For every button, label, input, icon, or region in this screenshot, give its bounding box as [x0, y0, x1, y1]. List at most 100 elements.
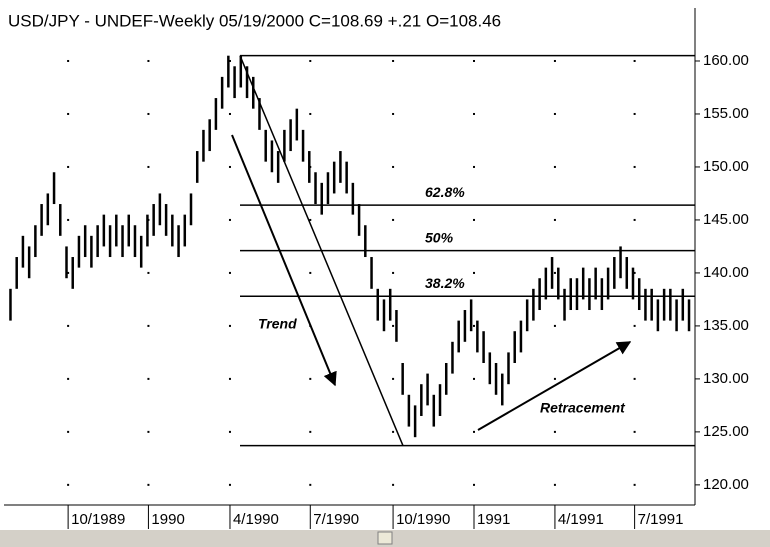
grid-dot: [473, 430, 476, 433]
price-bar: [177, 225, 180, 258]
price-bar: [270, 140, 274, 173]
grid-dot: [67, 483, 70, 486]
price-bar: [158, 193, 162, 226]
price-bar: [494, 363, 498, 395]
trend-line: [239, 55, 404, 446]
grid-dot: [392, 59, 395, 62]
price-bar: [320, 182, 323, 215]
price-bar: [71, 257, 74, 289]
price-bar: [675, 299, 678, 332]
grid-dot: [553, 430, 556, 433]
grid-dot: [147, 430, 150, 433]
grid-dot: [633, 377, 636, 380]
price-bar: [625, 257, 629, 289]
price-bar: [121, 225, 124, 258]
price-bar: [283, 129, 286, 162]
grid-dot: [67, 165, 70, 168]
price-bar: [432, 394, 436, 427]
grid-dot: [473, 59, 476, 62]
price-bar: [631, 267, 635, 300]
price-bar: [581, 267, 585, 300]
price-bar: [488, 352, 492, 385]
grid-dot: [309, 430, 312, 433]
y-tick-label: 140.00: [703, 264, 749, 281]
price-bar: [575, 278, 579, 311]
grid-dot: [309, 324, 312, 327]
price-bar: [326, 172, 330, 205]
grid-dot: [553, 59, 556, 62]
price-bar: [21, 235, 25, 268]
grid-dot: [473, 218, 476, 221]
grid-dot: [309, 218, 312, 221]
price-bar: [301, 129, 305, 162]
level-label: 50%: [425, 229, 454, 245]
grid-dot: [553, 324, 556, 327]
price-bar: [557, 267, 560, 300]
price-bar: [171, 214, 174, 247]
chart-title: USD/JPY - UNDEF-Weekly 05/19/2000 C=108.…: [8, 11, 501, 30]
price-bar: [152, 204, 155, 236]
grid-dot: [147, 59, 150, 62]
price-bar: [420, 384, 423, 416]
price-bar: [444, 363, 448, 395]
grid-dot: [633, 112, 636, 115]
grid-dot: [147, 112, 150, 115]
grid-dot: [228, 324, 231, 327]
x-tick-label: 10/1989: [71, 511, 125, 528]
price-bar: [164, 204, 168, 236]
grid-dot: [553, 483, 556, 486]
grid-dot: [553, 218, 556, 221]
grid-dot: [392, 112, 395, 115]
price-bar: [407, 394, 411, 427]
price-bar: [127, 214, 131, 247]
price-bar: [476, 320, 479, 353]
price-bar: [525, 299, 529, 332]
grid-dot: [633, 271, 636, 274]
grid-dot: [309, 377, 312, 380]
price-bar: [202, 129, 205, 162]
x-tick-label: 4/1990: [233, 511, 279, 528]
price-bar: [146, 214, 149, 247]
price-bar: [208, 119, 211, 152]
grid-dot: [228, 112, 231, 115]
grid-dot: [553, 165, 556, 168]
grid-dot: [67, 271, 70, 274]
price-bar: [681, 288, 685, 321]
grid-dot: [147, 377, 150, 380]
price-bar: [9, 288, 12, 321]
y-tick-label: 130.00: [703, 370, 749, 387]
price-bar: [351, 182, 355, 215]
y-tick-label: 135.00: [703, 317, 749, 334]
level-label: 38.2%: [425, 275, 465, 291]
x-tick-label: 10/1990: [396, 511, 450, 528]
grid-dot: [309, 112, 312, 115]
y-tick-label: 155.00: [703, 105, 749, 122]
price-bar: [463, 310, 467, 342]
grid-dot: [67, 324, 70, 327]
price-bar: [401, 363, 404, 395]
price-bar: [332, 161, 336, 194]
price-bar: [619, 246, 622, 279]
x-tick-label: 7/1991: [638, 511, 684, 528]
grid-dot: [473, 271, 476, 274]
grid-dot: [392, 377, 395, 380]
price-bar: [252, 76, 255, 109]
grid-dot: [67, 377, 70, 380]
grid-dot: [228, 59, 231, 62]
price-bar: [357, 204, 361, 236]
grid-dot: [228, 218, 231, 221]
grid-dot: [309, 483, 312, 486]
price-bar: [245, 66, 249, 99]
price-bar: [59, 204, 62, 236]
price-bar: [308, 151, 311, 183]
grid-dot: [147, 483, 150, 486]
price-bar: [563, 288, 566, 321]
grid-dot: [309, 59, 312, 62]
price-bar: [189, 193, 193, 226]
grid-dot: [147, 324, 150, 327]
grid-dot: [147, 271, 150, 274]
scroll-thumb[interactable]: [377, 531, 393, 545]
price-bar: [214, 98, 218, 130]
grid-dot: [228, 377, 231, 380]
price-bar: [457, 320, 460, 353]
